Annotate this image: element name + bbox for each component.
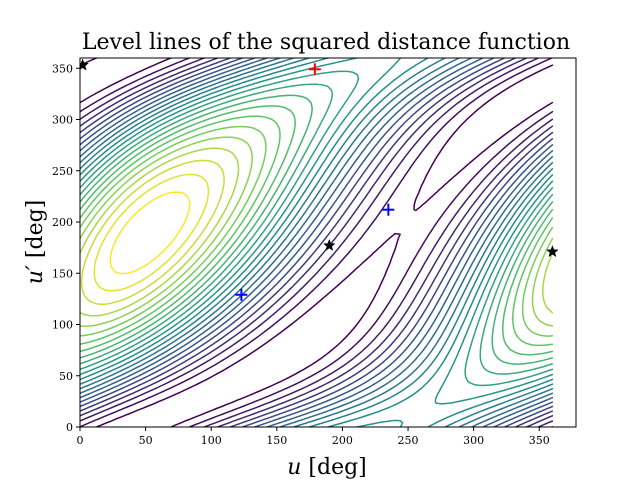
y-tick-label: 350: [52, 62, 73, 75]
y-axis-unit: [deg]: [23, 200, 48, 258]
contour-level: [80, 58, 554, 427]
contour-level: [80, 115, 554, 347]
contour-level: [80, 58, 554, 427]
y-tick-label: 100: [52, 319, 73, 332]
x-axis-variable: u: [287, 455, 301, 480]
contour-lines: [80, 58, 554, 427]
star-marker: [80, 58, 89, 71]
y-tick-label: 0: [66, 421, 73, 434]
contour-level: [109, 191, 191, 275]
star-marker: [546, 244, 559, 258]
chart-title: Level lines of the squared distance func…: [82, 30, 570, 55]
plus-marker: [308, 63, 321, 76]
contour-level: [80, 58, 554, 427]
y-tick-label: 150: [52, 267, 73, 280]
y-tick-label: 200: [52, 216, 73, 229]
x-axis-ticks: 0 50 100 150 200 250 300 350: [77, 427, 550, 447]
contour-level: [80, 147, 554, 317]
y-axis-ticks: 0 50 100 150 200 250 300 350: [52, 62, 80, 434]
x-tick-label: 250: [398, 434, 419, 447]
x-tick-label: 150: [266, 434, 287, 447]
contour-level: [80, 58, 554, 427]
contour-level: [80, 70, 554, 387]
plus-marker: [235, 288, 248, 301]
contour-level: [80, 159, 225, 306]
contour-level: [80, 58, 554, 427]
plot-frame: [79, 57, 577, 428]
x-tick-label: 200: [332, 434, 353, 447]
x-tick-label: 0: [77, 434, 84, 447]
contour-level: [80, 58, 554, 427]
star-marker: [322, 238, 336, 251]
contour-level: [80, 94, 554, 365]
markers: [80, 58, 559, 301]
x-tick-label: 50: [139, 434, 153, 447]
y-axis-variable: u′: [23, 265, 48, 284]
y-tick-label: 250: [52, 165, 73, 178]
contour-level: [80, 83, 554, 375]
y-tick-label: 50: [59, 370, 73, 383]
y-axis-label: u′ [deg]: [23, 200, 48, 285]
x-tick-label: 300: [463, 434, 484, 447]
x-tick-label: 100: [201, 434, 222, 447]
contour-level: [80, 125, 554, 337]
contour-level: [80, 105, 554, 356]
x-axis-label: u [deg]: [287, 455, 367, 480]
x-axis-unit: [deg]: [308, 455, 366, 480]
plus-marker: [382, 203, 395, 216]
x-tick-label: 350: [529, 434, 550, 447]
contour-level: [80, 136, 554, 328]
contour-level: [93, 173, 210, 292]
y-tick-label: 300: [52, 114, 73, 127]
